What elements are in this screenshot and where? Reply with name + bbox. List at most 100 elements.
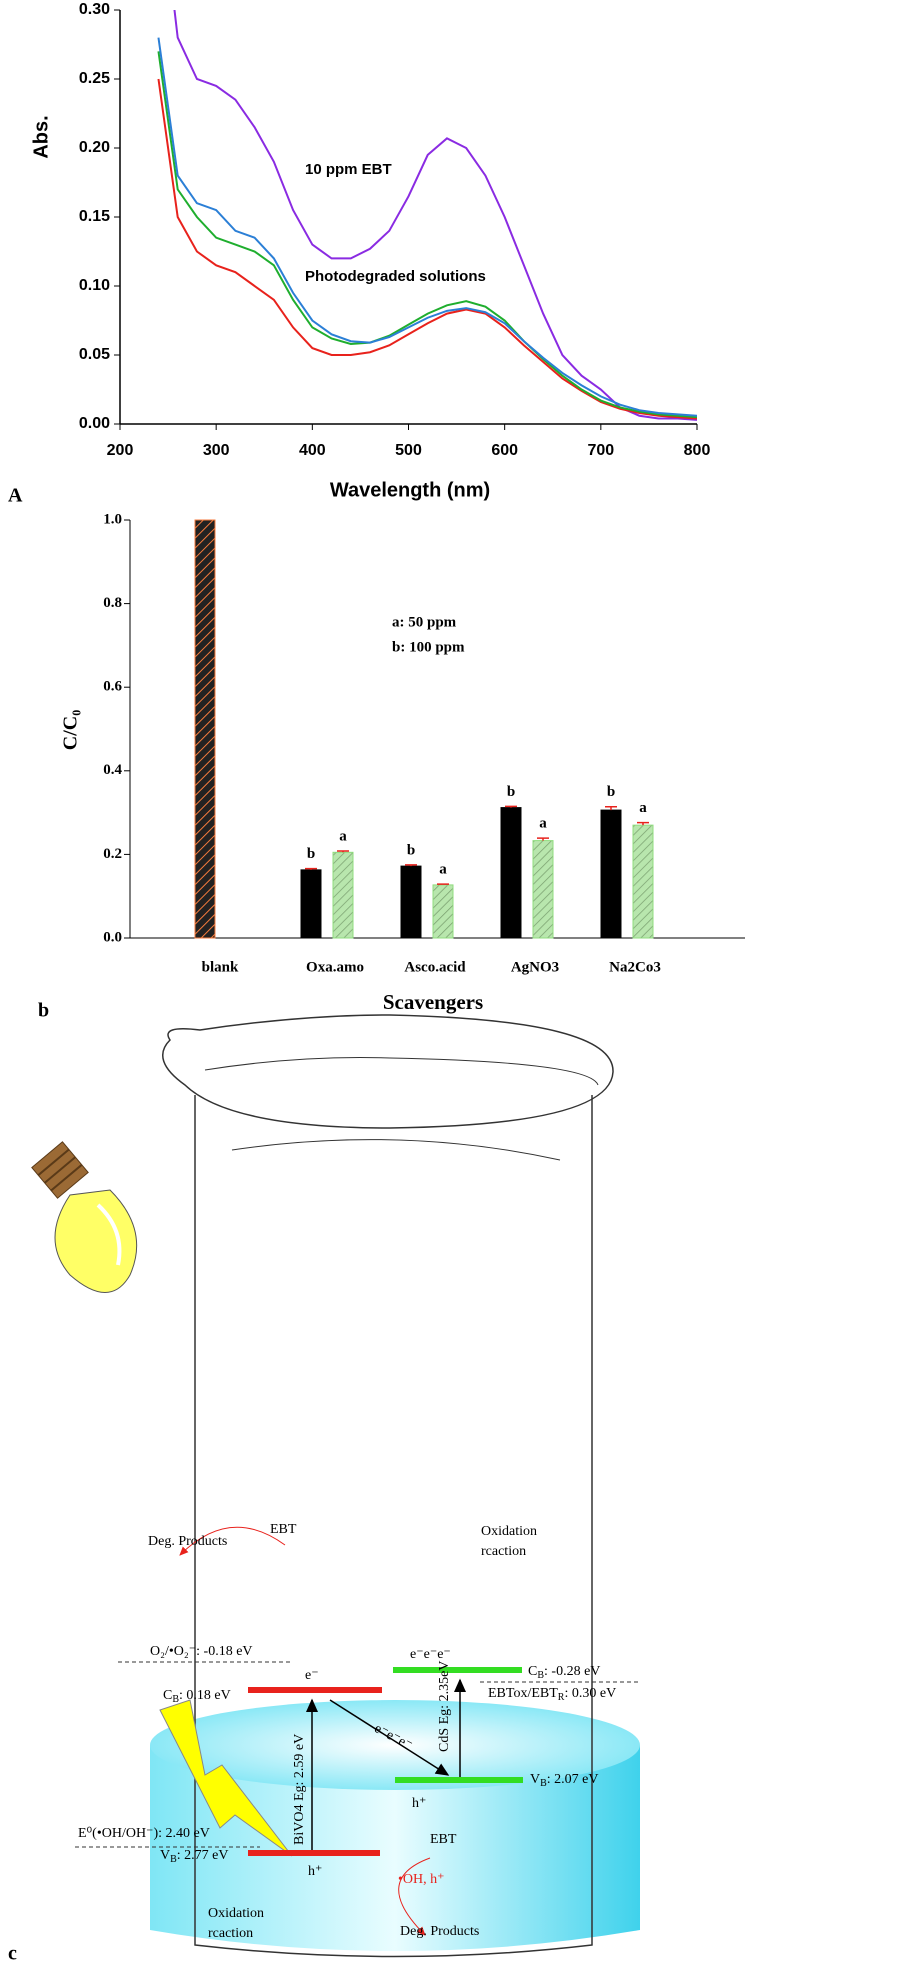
arrow: [329, 1699, 450, 1776]
cap-thread: [37, 1148, 70, 1176]
y-tick-label: 0.0: [103, 929, 122, 945]
label: •OH, h⁺: [398, 1872, 445, 1887]
error-bar: [337, 850, 349, 853]
bar: [332, 851, 354, 939]
line: [157, 37, 697, 417]
bulb-cap: [31, 1141, 89, 1199]
liquid-surface: [150, 1700, 640, 1790]
x-tick-label: blank: [202, 959, 239, 975]
panel-label: A: [8, 485, 23, 507]
y-axis-title: Abs.: [30, 115, 52, 158]
x-axis-title: Scavengers: [383, 990, 483, 1014]
bar-label: a: [639, 800, 647, 816]
y-tick-label: 0.10: [79, 277, 110, 294]
panel-label: b: [38, 1000, 49, 1022]
line: [157, 51, 697, 419]
label: Deg. Products: [400, 1924, 479, 1939]
bar-label: b: [607, 784, 615, 800]
x-tick-label: Na2Co3: [609, 959, 661, 975]
label: CB: 0.18 eV: [163, 1688, 231, 1705]
label-part: C: [528, 1664, 537, 1679]
panel-label: c: [8, 1943, 17, 1965]
x-tick-label: 700: [587, 442, 614, 459]
x-tick-label: Asco.acid: [404, 959, 466, 975]
y-tick-label: 0.05: [79, 346, 110, 363]
error-bar: [305, 867, 317, 870]
beaker-line: [231, 1139, 561, 1161]
x-axis-title: Wavelength (nm): [330, 479, 490, 501]
x-tick-label: 800: [684, 442, 711, 459]
bar: [400, 865, 422, 939]
x-tick-label: AgNO3: [511, 959, 559, 975]
y-tick-label: 0.2: [103, 846, 122, 862]
label: CB: -0.28 eV: [528, 1664, 600, 1681]
label: h⁺: [308, 1864, 322, 1879]
label: rcaction: [208, 1926, 253, 1941]
label: E⁰(•OH/OH⁻): 2.40 eV: [78, 1826, 210, 1841]
label-part: V: [530, 1772, 540, 1787]
label: h⁺: [412, 1796, 426, 1811]
annotation: Photodegraded solutions: [305, 268, 486, 285]
label: rcaction: [481, 1544, 526, 1559]
lightning: [159, 1699, 293, 1857]
bar-label: a: [339, 828, 347, 844]
y-tick-label: 0.15: [79, 208, 110, 225]
label-part: V: [160, 1848, 170, 1863]
liquid: [150, 1745, 640, 1951]
y-tick-label: 0.20: [79, 139, 110, 156]
bar: [500, 807, 522, 939]
error-bar: [505, 805, 517, 808]
y-tick-label: 0.25: [79, 70, 110, 87]
bar: [432, 884, 454, 939]
bar-label: b: [507, 784, 515, 800]
line: [157, 78, 697, 420]
label-part: : 0.30 eV: [564, 1686, 616, 1701]
label-part: : 0.18 eV: [179, 1688, 231, 1703]
x-tick-label: 600: [491, 442, 518, 459]
y-axis-title: C/C₀: [60, 710, 82, 750]
x-tick-label: 300: [203, 442, 230, 459]
y-tick-label: 1.0: [103, 511, 122, 527]
error-bar: [537, 837, 549, 841]
chart-b: 0.0 0.2 0.4 0.6 0.8 1.0 C/C₀ Scavengers a: 50 pp…: [60, 511, 745, 1014]
label-part: : 2.07 eV: [547, 1772, 599, 1787]
error-bar: [437, 883, 449, 885]
cap-thread: [44, 1156, 76, 1184]
bar: [632, 824, 654, 939]
label: O₂/•O₂⁻: -0.18 eV: [150, 1644, 253, 1659]
beaker-rim: [161, 1014, 614, 1129]
label-part: B: [170, 1854, 177, 1865]
label-part: : 2.77 eV: [177, 1848, 229, 1863]
bar: [600, 809, 622, 939]
bulb: [31, 1141, 138, 1293]
annotation: b: 100 ppm: [392, 639, 465, 655]
y-tick-label: 0.00: [79, 415, 110, 432]
label: BiVO4 Eg: 2.59 eV: [292, 1734, 307, 1845]
label: Oxidation: [481, 1524, 537, 1539]
error-bar: [405, 864, 417, 867]
bulb-glint: [96, 1203, 122, 1266]
label: Oxidation: [208, 1906, 264, 1921]
label-part: R: [558, 1692, 565, 1703]
label: e⁻: [305, 1668, 319, 1683]
bar: [194, 519, 216, 939]
bar-label: a: [439, 862, 447, 878]
annotation: 10 ppm EBT: [305, 161, 392, 178]
x-tick-label: Oxa.amo: [306, 959, 364, 975]
label: EBT: [430, 1832, 457, 1847]
diagram: Deg. Products EBT Oxidation rcaction e⁻e…: [31, 1014, 640, 1958]
label: EBT: [270, 1522, 297, 1537]
cap-thread: [50, 1164, 83, 1192]
bar: [300, 869, 322, 939]
bulb-glass: [54, 1189, 138, 1293]
label: VB: 2.07 eV: [530, 1772, 599, 1789]
label: Deg. Products: [148, 1534, 227, 1549]
beaker-rim-inner: [204, 1057, 599, 1086]
beaker-wall: [194, 1095, 593, 1958]
arrow: [398, 1857, 431, 1936]
arrow: [179, 1526, 286, 1556]
y-tick-label: 0.30: [79, 1, 110, 18]
label: CdS Eg: 2.35eV: [437, 1661, 452, 1752]
label-part: EBTox/EBT: [488, 1686, 558, 1701]
